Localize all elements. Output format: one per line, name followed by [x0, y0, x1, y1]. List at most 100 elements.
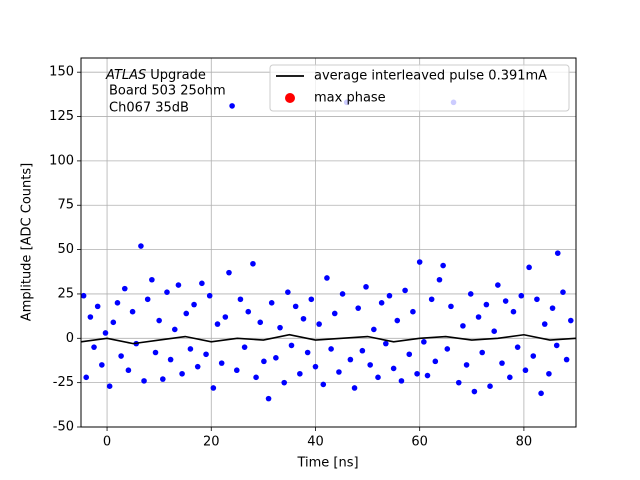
point — [179, 370, 185, 377]
point — [475, 314, 482, 320]
point — [522, 367, 529, 374]
point — [141, 378, 147, 384]
point — [491, 328, 497, 335]
point — [121, 285, 128, 292]
point — [347, 356, 354, 363]
point — [237, 296, 244, 303]
point — [398, 378, 405, 384]
point — [546, 370, 552, 377]
point — [129, 308, 136, 315]
point — [363, 284, 369, 290]
point — [245, 308, 252, 315]
point — [203, 351, 209, 358]
point — [386, 292, 393, 299]
point — [378, 300, 385, 306]
point — [114, 300, 121, 306]
point — [285, 289, 291, 295]
point — [331, 310, 338, 317]
point — [304, 349, 311, 356]
point — [424, 372, 431, 379]
point — [406, 351, 413, 358]
point — [312, 363, 319, 370]
point — [94, 303, 101, 310]
point — [534, 296, 540, 303]
point — [495, 282, 501, 288]
point — [375, 374, 381, 381]
point — [416, 259, 423, 265]
annotation: ATLAS Upgrade — [105, 68, 206, 83]
point — [355, 305, 362, 311]
point — [371, 326, 377, 333]
point — [214, 321, 221, 327]
point — [320, 381, 327, 388]
point — [502, 298, 509, 304]
point — [324, 275, 330, 281]
point — [164, 289, 170, 295]
point — [471, 388, 478, 395]
point — [432, 358, 439, 365]
point — [487, 383, 493, 389]
point — [410, 308, 416, 315]
point — [183, 310, 190, 317]
point — [160, 376, 166, 382]
point — [328, 346, 334, 352]
point — [229, 103, 235, 109]
point — [499, 360, 505, 366]
y-tick-label: 25 — [57, 286, 74, 301]
point — [541, 321, 548, 327]
point — [300, 315, 307, 322]
point — [455, 379, 462, 386]
point — [99, 362, 105, 368]
point — [222, 314, 229, 320]
y-tick-label: 100 — [49, 153, 74, 168]
point — [507, 374, 513, 381]
point — [428, 296, 435, 303]
point — [261, 358, 267, 365]
point — [483, 301, 490, 308]
point — [253, 374, 259, 381]
y-tick-label: 50 — [57, 242, 74, 257]
point — [308, 296, 315, 303]
point — [241, 344, 248, 350]
point — [110, 319, 117, 326]
point — [448, 303, 454, 310]
point — [553, 342, 560, 349]
point — [444, 346, 451, 352]
point — [265, 395, 272, 402]
point — [292, 303, 299, 310]
point — [102, 330, 109, 336]
x-tick-label: 0 — [103, 435, 111, 450]
point — [152, 349, 159, 356]
point — [175, 282, 182, 288]
y-tick-label: 125 — [49, 109, 74, 124]
point — [257, 319, 264, 326]
point — [277, 324, 283, 331]
point — [351, 385, 358, 391]
y-tick-label: 0 — [66, 331, 74, 346]
point — [367, 362, 373, 368]
point — [81, 292, 87, 299]
point — [518, 292, 525, 299]
legend-label: average interleaved pulse 0.391mA — [314, 69, 547, 84]
point — [87, 314, 94, 320]
point — [206, 292, 213, 299]
point — [125, 367, 132, 374]
point — [233, 367, 240, 374]
point — [149, 276, 155, 283]
point — [199, 280, 205, 287]
point — [171, 326, 178, 333]
y-tick-label: 75 — [57, 198, 74, 213]
line — [81, 333, 576, 345]
point — [156, 317, 162, 324]
point — [297, 370, 303, 377]
point — [538, 390, 544, 397]
point — [83, 374, 90, 381]
annotation: Board 503 25ohm — [109, 84, 226, 99]
annotation: Ch067 35dB — [109, 101, 189, 116]
point — [336, 369, 342, 375]
legend-label: max phase — [314, 91, 386, 106]
point — [210, 385, 217, 391]
x-tick-label: 40 — [307, 435, 324, 450]
point — [567, 317, 574, 324]
